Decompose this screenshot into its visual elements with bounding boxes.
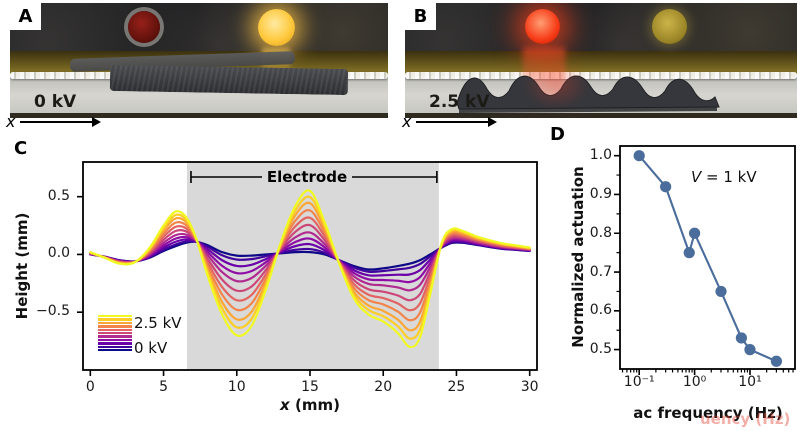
red-led-on-icon xyxy=(525,9,560,44)
yellow-led-dim-icon xyxy=(652,9,687,44)
arrow-shaft-a xyxy=(20,121,93,123)
legend-color-line xyxy=(98,338,132,342)
legend-min-label: 0 kV xyxy=(134,339,168,357)
voltage-label-b: 2.5 kV xyxy=(429,92,490,112)
d-ytick-label: 1.0 xyxy=(589,147,612,164)
legend-color-line xyxy=(98,345,132,348)
c-xtick-label: 20 xyxy=(374,379,393,395)
c-ytick-label: 0.0 xyxy=(47,245,70,262)
panel-d-letter: D xyxy=(550,124,565,145)
legend-max-label: 2.5 kV xyxy=(134,314,182,332)
voltage-annotation: V = 1 kV xyxy=(691,168,757,186)
watermark-ghost-text: uency (Hz) xyxy=(700,410,791,428)
photo-panel-a: 0 kV A xyxy=(10,3,388,118)
arrow-head-b xyxy=(488,117,498,127)
panel-c-letter: C xyxy=(14,138,28,159)
d-ytick-label: 0.8 xyxy=(589,224,612,241)
legend-color-line xyxy=(98,315,132,318)
c-x-axis-label-italic: x xyxy=(280,396,290,414)
photo-panel-b: 2.5 kV B xyxy=(405,3,797,118)
x-axis-arrow-b: x xyxy=(402,112,498,131)
electrode-label: Electrode xyxy=(266,168,348,186)
arrow-shaft-b xyxy=(416,121,489,123)
c-xtick-label: 5 xyxy=(159,379,169,395)
c-xtick-label: 15 xyxy=(301,379,319,395)
c-x-axis-label: x (mm) xyxy=(280,396,340,414)
legend-color-line xyxy=(98,321,132,325)
legend-color-line xyxy=(98,325,132,328)
c-xtick-label: 0 xyxy=(85,379,95,395)
yellow-led-on-icon xyxy=(258,9,295,46)
d-ytick-label: 0.9 xyxy=(589,185,612,202)
d-x-axis-label: ac frequency (Hz) xyxy=(633,404,783,422)
c-ytick-label: −0.5 xyxy=(36,303,70,320)
x-axis-letter-b: x xyxy=(402,112,412,131)
legend-color-line xyxy=(98,335,132,338)
legend-color-line xyxy=(98,342,132,345)
sample-red-glow xyxy=(523,61,589,109)
legend-color-line xyxy=(98,328,132,331)
photo-b-dark-background xyxy=(405,3,797,58)
legend-color-line xyxy=(98,331,132,335)
voltage-annotation-italic: V xyxy=(691,168,702,186)
voltage-label-a: 0 kV xyxy=(34,92,77,112)
c-xtick-label: 30 xyxy=(520,379,539,395)
d-xtick-label: 10⁰ xyxy=(682,374,707,390)
panel-a-letter: A xyxy=(10,3,41,30)
x-axis-arrow-a: x xyxy=(6,112,102,131)
panel-b-letter: B xyxy=(405,3,436,30)
d-xtick-label: 10¹ xyxy=(738,374,762,390)
c-x-axis-label-rest: (mm) xyxy=(289,396,340,414)
arrow-head-a xyxy=(92,117,102,127)
c-ytick-label: 0.5 xyxy=(47,187,70,204)
actuator-sample-flat-a xyxy=(109,64,349,96)
photo-a-dark-background xyxy=(10,3,388,58)
c-xtick-label: 10 xyxy=(227,379,246,395)
d-ytick-label: 0.5 xyxy=(589,341,612,358)
x-axis-letter-a: x xyxy=(6,112,16,131)
voltage-annotation-rest: = 1 kV xyxy=(701,168,757,186)
legend-color-line xyxy=(98,318,132,321)
c-xtick-label: 25 xyxy=(447,379,466,395)
legend-color-line xyxy=(98,348,132,352)
d-xtick-label: 10⁻¹ xyxy=(623,374,655,390)
voltage-legend-colorbar xyxy=(98,315,132,352)
d-ytick-label: 0.6 xyxy=(589,302,612,319)
red-led-off-icon xyxy=(128,11,160,43)
d-ytick-label: 0.7 xyxy=(589,263,612,280)
